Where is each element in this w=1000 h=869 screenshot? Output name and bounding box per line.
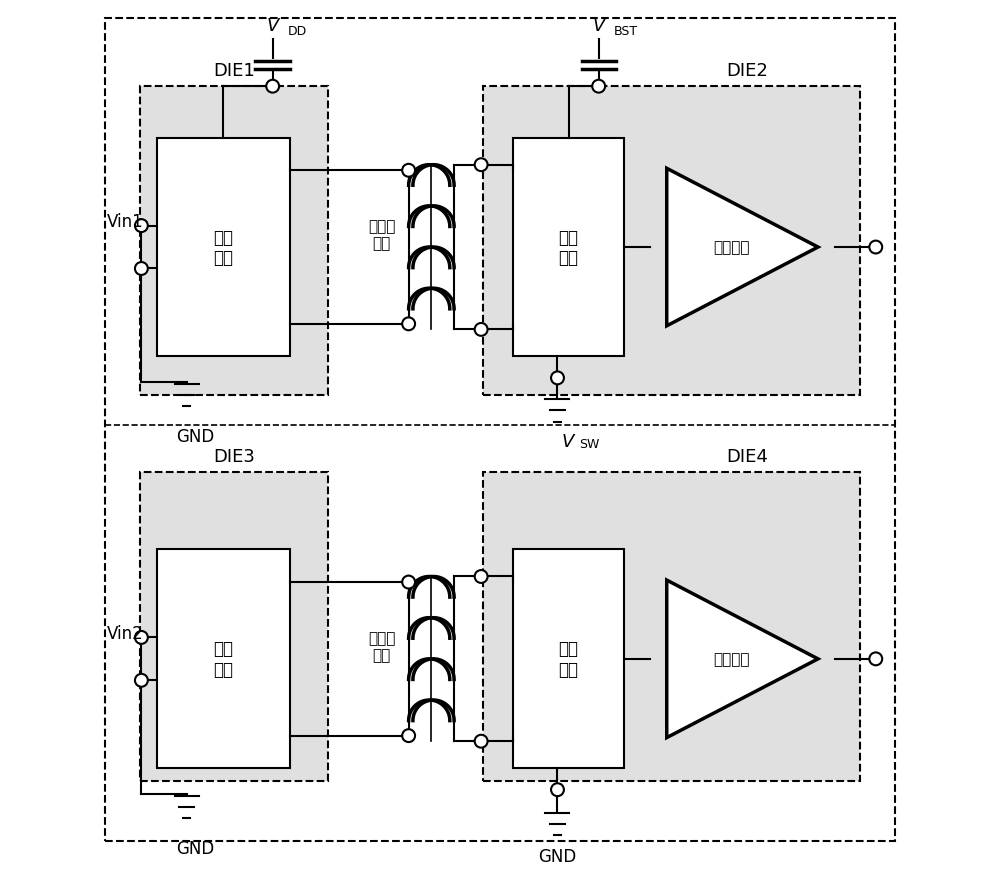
FancyBboxPatch shape	[157, 550, 290, 768]
Text: 信号
解调: 信号 解调	[559, 229, 579, 267]
Text: DIE2: DIE2	[726, 63, 768, 80]
Text: 信号
调制: 信号 调制	[213, 640, 233, 679]
Circle shape	[475, 570, 488, 583]
Text: Vin1: Vin1	[107, 213, 144, 231]
Text: V: V	[266, 17, 279, 35]
Circle shape	[475, 159, 488, 172]
Text: 信号
解调: 信号 解调	[559, 640, 579, 679]
FancyBboxPatch shape	[140, 473, 328, 781]
FancyBboxPatch shape	[483, 87, 860, 395]
Text: V: V	[562, 433, 574, 450]
Circle shape	[135, 220, 148, 233]
Text: BST: BST	[614, 25, 638, 38]
Text: GND: GND	[176, 428, 215, 445]
Circle shape	[402, 318, 415, 331]
Circle shape	[402, 576, 415, 589]
Circle shape	[869, 653, 882, 666]
Text: 金属键
合线: 金属键 合线	[368, 219, 395, 251]
Text: 高侧驱动: 高侧驱动	[714, 240, 750, 255]
FancyBboxPatch shape	[105, 18, 895, 841]
Text: SW: SW	[579, 438, 599, 450]
Text: DD: DD	[288, 25, 307, 38]
Circle shape	[266, 81, 279, 94]
Text: GND: GND	[538, 847, 577, 866]
Circle shape	[135, 631, 148, 644]
Text: DIE1: DIE1	[213, 63, 255, 80]
Circle shape	[475, 735, 488, 748]
Circle shape	[551, 783, 564, 796]
Text: 信号
调制: 信号 调制	[213, 229, 233, 267]
Text: 低侧驱动: 低侧驱动	[714, 652, 750, 667]
Polygon shape	[667, 169, 818, 327]
FancyBboxPatch shape	[157, 138, 290, 357]
Text: V: V	[592, 17, 605, 35]
Circle shape	[402, 164, 415, 177]
Text: Vin2: Vin2	[107, 625, 144, 642]
Circle shape	[135, 262, 148, 275]
Circle shape	[592, 81, 605, 94]
Circle shape	[475, 323, 488, 336]
Polygon shape	[667, 580, 818, 738]
FancyBboxPatch shape	[513, 550, 624, 768]
FancyBboxPatch shape	[483, 473, 860, 781]
Circle shape	[551, 372, 564, 385]
FancyBboxPatch shape	[513, 138, 624, 357]
FancyBboxPatch shape	[140, 87, 328, 395]
Circle shape	[402, 729, 415, 742]
Text: DIE3: DIE3	[213, 448, 255, 466]
Text: 金属键
合线: 金属键 合线	[368, 630, 395, 662]
Circle shape	[135, 674, 148, 687]
Circle shape	[869, 242, 882, 255]
Text: DIE4: DIE4	[726, 448, 768, 466]
Text: GND: GND	[176, 839, 215, 857]
